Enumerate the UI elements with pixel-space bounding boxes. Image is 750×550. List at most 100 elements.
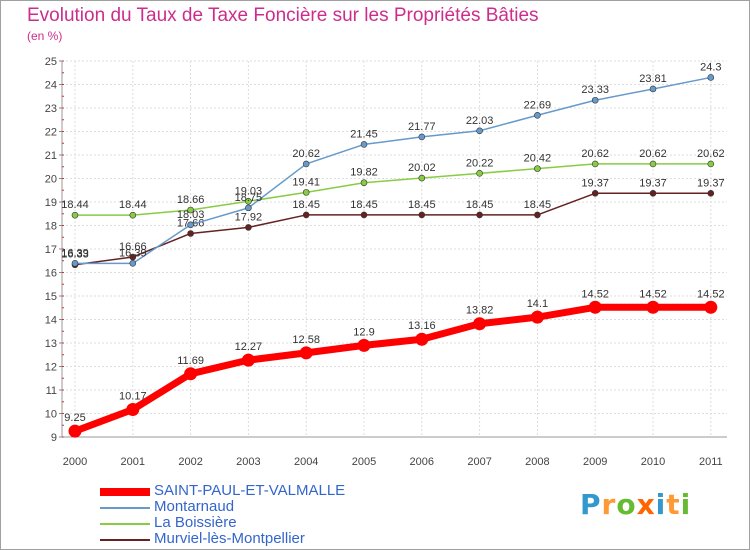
data-point — [71, 211, 79, 219]
logo-letter: o — [616, 488, 637, 521]
x-tick-label: 2005 — [352, 456, 376, 468]
data-point — [707, 74, 715, 81]
data-label: 18.45 — [408, 199, 436, 211]
data-label: 18.66 — [177, 194, 205, 206]
chart-title: Evolution du Taux de Taxe Foncière sur l… — [27, 5, 539, 26]
data-point — [129, 260, 137, 267]
x-tick-label: 2001 — [121, 456, 145, 468]
x-tick-label: 2010 — [641, 456, 665, 468]
data-label: 20.42 — [524, 153, 552, 165]
y-tick-label: 17 — [45, 244, 57, 256]
data-point — [129, 253, 137, 261]
data-label: 22.03 — [466, 115, 494, 127]
data-label: 16.39 — [61, 247, 89, 259]
data-point — [357, 338, 371, 352]
data-point — [302, 211, 310, 219]
data-label: 20.62 — [639, 148, 667, 160]
data-label: 9.25 — [64, 412, 85, 424]
logo-letter: P — [580, 488, 602, 521]
logo-letter: r — [601, 488, 617, 521]
data-label: 11.69 — [177, 355, 204, 367]
y-tick-label: 10 — [45, 409, 57, 421]
data-label: 19.82 — [350, 167, 378, 179]
legend-label: Montarnaud — [154, 498, 235, 515]
data-point — [704, 300, 718, 314]
data-label: 18.45 — [524, 199, 552, 211]
data-label: 19.37 — [639, 177, 667, 189]
x-tick-label: 2007 — [467, 456, 491, 468]
data-label: 18.03 — [177, 209, 205, 221]
data-point — [245, 204, 252, 212]
data-point — [707, 190, 715, 197]
series-line — [74, 192, 711, 266]
data-label: 19.03 — [235, 185, 263, 197]
data-point — [360, 141, 368, 148]
y-tick-label: 19 — [45, 197, 57, 209]
data-point — [299, 346, 313, 360]
data-label: 21.77 — [408, 121, 436, 133]
data-point — [530, 310, 544, 324]
y-tick-label: 18 — [45, 221, 57, 233]
data-point — [476, 127, 483, 135]
logo-letter: x — [636, 488, 656, 521]
y-tick-label: 13 — [45, 338, 57, 350]
data-label: 13.16 — [408, 320, 436, 332]
series-line — [75, 76, 711, 265]
data-label: 23.81 — [639, 73, 667, 85]
series-line — [75, 163, 711, 216]
data-label: 16.39 — [119, 247, 147, 259]
legend-line-icon — [100, 539, 150, 541]
data-point — [588, 300, 602, 314]
data-label: 18.75 — [235, 192, 263, 204]
data-label: 20.02 — [408, 162, 436, 174]
legend-line-icon — [100, 488, 150, 496]
data-point — [476, 211, 483, 219]
x-axis-ticks: 2000 2001 2002 2003 2004 2005 2006 2007 2008 2009… — [63, 456, 723, 468]
y-tick-label: 24 — [45, 80, 57, 92]
data-label: 20.62 — [581, 148, 609, 160]
data-point — [534, 111, 541, 119]
data-point — [68, 424, 82, 438]
data-point — [591, 96, 599, 104]
data-point — [187, 230, 194, 237]
y-tick-label: 20 — [45, 174, 57, 186]
data-point — [591, 190, 599, 197]
series-line — [73, 303, 711, 435]
y-axis-unit: (en %) — [27, 29, 63, 43]
data-point — [126, 403, 140, 417]
proxiti-logo: Proxiti — [580, 488, 691, 521]
x-tick-label: 2006 — [410, 456, 434, 468]
data-label: 24.3 — [700, 61, 721, 73]
data-point — [418, 174, 426, 182]
data-label: 18.45 — [350, 199, 378, 211]
data-point — [360, 211, 368, 219]
data-point — [302, 160, 310, 168]
data-label: 20.62 — [697, 148, 725, 160]
data-point — [187, 221, 194, 229]
data-label: 14.52 — [581, 288, 609, 300]
data-label: 14.1 — [527, 298, 548, 310]
legend-label: Murviel-lès-Montpellier — [154, 530, 305, 547]
data-point — [646, 300, 660, 314]
data-point — [649, 160, 657, 168]
data-point — [534, 165, 541, 172]
data-label: 16.33 — [61, 249, 89, 261]
y-tick-label: 9 — [51, 432, 57, 444]
x-tick-label: 2003 — [236, 456, 260, 468]
y-tick-label: 21 — [45, 150, 57, 162]
y-tick-label: 23 — [45, 103, 57, 115]
series-murviel-l-s-montpellier: 16.3316.6617.6617.9218.4518.4518.4518.45… — [61, 177, 725, 269]
logo-letter: i — [680, 488, 692, 521]
data-label: 23.33 — [581, 84, 609, 96]
y-tick-label: 11 — [46, 385, 57, 397]
data-point — [649, 85, 657, 93]
y-axis-ticks: 9 10 11 12 13 14 15 16 17 18 19 20 21 22 23 24 25 — [45, 56, 64, 444]
data-point — [707, 160, 715, 168]
data-point — [415, 332, 429, 346]
grid — [61, 60, 727, 438]
data-point — [187, 206, 194, 214]
x-tick-label: 2009 — [583, 456, 607, 468]
x-tick-label: 2004 — [294, 456, 318, 468]
series-montarnaud: 16.39 16.39 18.03 18.75 20.62 21.45 21.77 22.03… — [61, 61, 722, 267]
data-point — [302, 189, 310, 196]
